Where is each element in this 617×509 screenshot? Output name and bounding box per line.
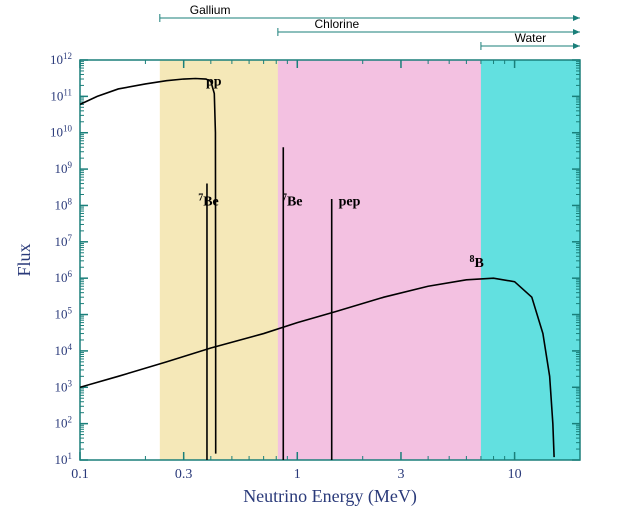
x-tick-label: 1: [294, 467, 301, 482]
x-tick-label: 10: [508, 467, 522, 482]
y-axis-label: Flux: [14, 243, 34, 276]
detector-label-water: Water: [515, 31, 547, 45]
label-pp: pp: [206, 74, 222, 89]
water-band: [481, 60, 580, 460]
detector-label-chlorine: Chlorine: [314, 17, 359, 31]
detector-label-gallium: Gallium: [190, 3, 231, 17]
x-tick-label: 0.1: [71, 467, 89, 482]
label-pep: pep: [339, 194, 361, 209]
x-axis-label: Neutrino Energy (MeV): [243, 486, 417, 507]
x-tick-label: 0.3: [175, 467, 193, 482]
x-tick-label: 3: [397, 467, 404, 482]
